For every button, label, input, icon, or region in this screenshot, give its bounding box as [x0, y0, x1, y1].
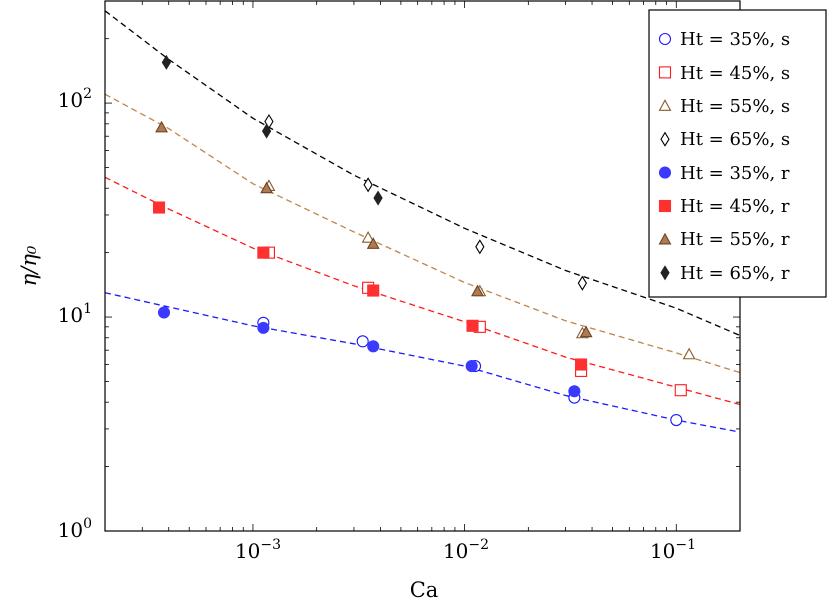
legend: Ht = 35%, s Ht = 45%, s Ht = 55%, s Ht =…: [648, 9, 827, 298]
data-point: [356, 335, 369, 348]
plot-frame: [104, 0, 741, 532]
y-tick-label: 100: [58, 516, 92, 542]
fit-curve: [104, 10, 741, 337]
x-tick-label: 10−2: [443, 537, 489, 563]
data-point: [361, 231, 375, 243]
fit-curve: [104, 176, 741, 406]
legend-marker: [660, 131, 670, 147]
data-point: [152, 201, 166, 214]
legend-marker: [658, 99, 672, 111]
y-tick-label: 101: [58, 301, 92, 327]
data-point: [155, 120, 168, 133]
fit-curve: [104, 292, 741, 433]
data-point: [373, 190, 383, 206]
data-point: [257, 246, 270, 259]
data-point: [367, 284, 380, 297]
data-point: [682, 347, 696, 360]
data-point: [366, 237, 380, 249]
legend-entry: Ht = 35%, s: [680, 29, 790, 50]
legend-marker: [660, 265, 670, 281]
data-point: [363, 177, 373, 193]
data-point: [261, 123, 272, 139]
y-axis-title: η/η₀: [17, 245, 41, 286]
legend-marker: [658, 232, 672, 245]
data-point: [161, 54, 172, 70]
data-point: [257, 321, 270, 334]
legend-marker: [658, 32, 672, 46]
x-tick-label: 10−3: [235, 537, 281, 563]
data-point: [367, 340, 380, 353]
data-point: [575, 358, 588, 371]
data-point: [471, 284, 484, 297]
legend-entry: Ht = 55%, r: [680, 229, 790, 250]
legend-entry: Ht = 45%, s: [680, 63, 790, 84]
y-tick-label: 102: [58, 86, 92, 112]
legend-entry: Ht = 65%, r: [680, 263, 790, 284]
data-point: [157, 306, 171, 319]
data-point: [260, 181, 274, 194]
legend-entry: Ht = 35%, r: [680, 163, 790, 184]
legend-markers: [658, 32, 672, 281]
legend-entry: Ht = 65%, s: [680, 129, 790, 150]
data-point: [568, 385, 581, 398]
data-point: [466, 319, 479, 332]
axis-ticks: [104, 0, 741, 532]
x-axis-title: Ca: [410, 578, 439, 602]
legend-entry: Ht = 45%, r: [680, 196, 790, 217]
legend-marker: [658, 66, 672, 79]
legend-marker: [658, 166, 672, 179]
data-point: [670, 414, 683, 427]
data-point: [579, 325, 593, 338]
data-point: [674, 384, 687, 397]
data-points: [152, 54, 696, 427]
legend-box: [648, 9, 827, 298]
legend-entry: Ht = 55%, s: [680, 96, 790, 117]
data-point: [475, 239, 485, 255]
fit-curve: [104, 93, 741, 374]
data-point: [577, 275, 588, 291]
x-tick-label: 10−1: [650, 537, 696, 563]
legend-marker: [658, 199, 672, 213]
fit-curves: [104, 10, 741, 433]
data-point: [465, 360, 478, 373]
